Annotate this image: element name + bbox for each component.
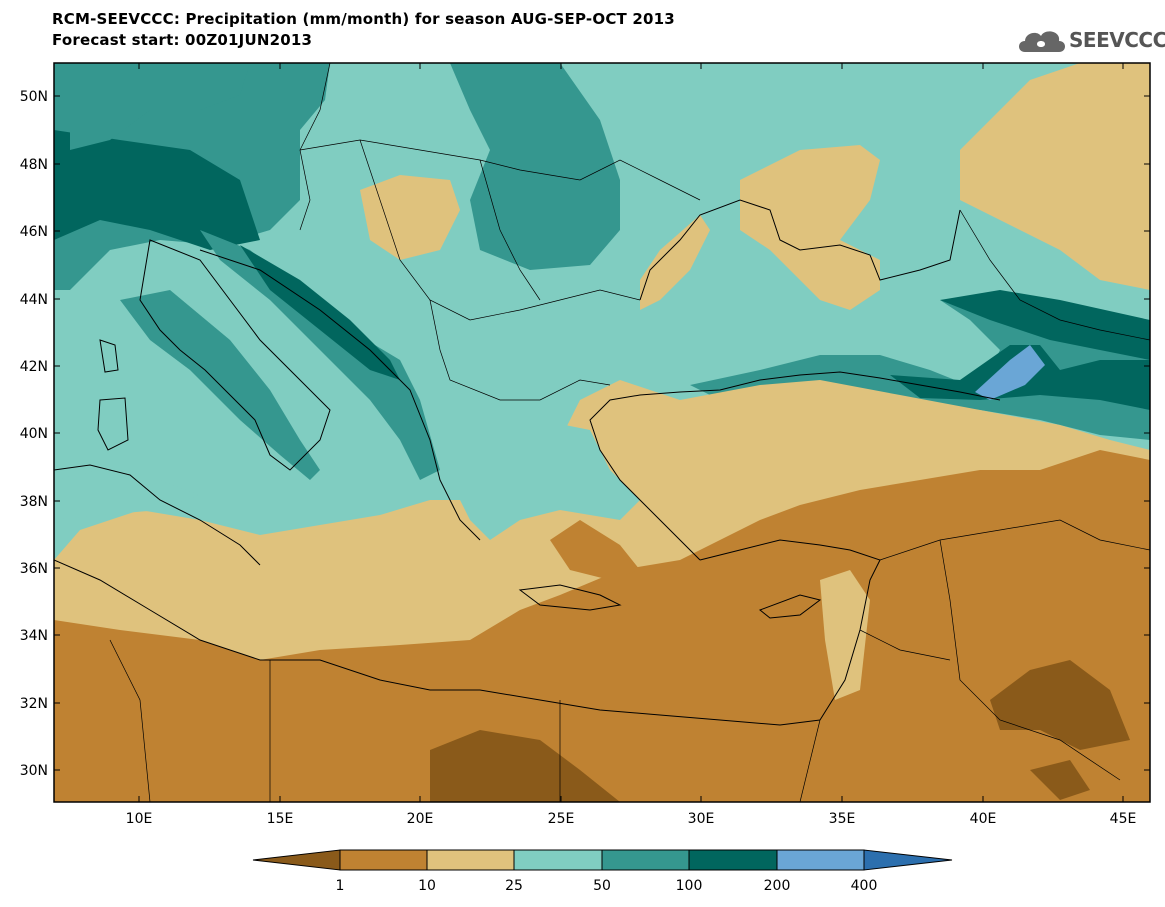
lon-label: 15E bbox=[267, 811, 294, 827]
map-title: RCM-SEEVCCC: Precipitation (mm/month) fo… bbox=[52, 10, 675, 28]
field-10-25-ukraine bbox=[740, 145, 880, 310]
field-1-10-crete bbox=[550, 520, 640, 580]
field-lt1-egypt bbox=[430, 730, 620, 802]
colorbar-segment-25-50 bbox=[513, 849, 603, 871]
lat-label: 34N bbox=[20, 628, 48, 644]
lat-labels: 50N 48N 46N 44N 42N 40N 38N 36N 34N 32N … bbox=[20, 89, 48, 779]
cloud-icon bbox=[1019, 31, 1065, 52]
colorbar-label: 400 bbox=[851, 878, 878, 894]
colorbar-label: 25 bbox=[505, 878, 523, 894]
lat-axis bbox=[54, 95, 1150, 771]
lon-label: 35E bbox=[829, 811, 856, 827]
lon-label: 45E bbox=[1110, 811, 1137, 827]
lon-label: 25E bbox=[548, 811, 575, 827]
colorbar-segment-50-100 bbox=[601, 849, 690, 871]
colorbar-segment-gt400 bbox=[863, 849, 953, 871]
colorbar bbox=[252, 849, 953, 871]
lat-label: 44N bbox=[20, 292, 48, 308]
lat-label: 50N bbox=[20, 89, 48, 105]
lat-label: 36N bbox=[20, 561, 48, 577]
lat-label: 48N bbox=[20, 157, 48, 173]
field-100-200-dinarides bbox=[240, 245, 400, 380]
colorbar-label: 50 bbox=[593, 878, 611, 894]
lat-label: 42N bbox=[20, 359, 48, 375]
colorbar-segment-200-400 bbox=[776, 849, 865, 871]
field-100-200-alps bbox=[54, 130, 260, 250]
lat-label: 32N bbox=[20, 696, 48, 712]
lon-axis bbox=[138, 63, 1124, 802]
field-25-50-aegean bbox=[430, 400, 640, 540]
colorbar-label: 10 bbox=[418, 878, 436, 894]
lat-label: 46N bbox=[20, 224, 48, 240]
field-10-25-levant bbox=[820, 570, 870, 700]
field-25-50-tunisia bbox=[54, 470, 200, 520]
field-10-25-hungary bbox=[360, 175, 460, 260]
field-50-100-north bbox=[70, 63, 250, 150]
field-lt1-iraq bbox=[990, 660, 1130, 750]
colorbar-segment-lt1 bbox=[252, 849, 341, 871]
lon-labels: 10E 15E 20E 25E 30E 35E 40E 45E bbox=[126, 811, 1137, 827]
colorbar-label: 100 bbox=[676, 878, 703, 894]
field-10-25-russia bbox=[960, 63, 1150, 290]
colorbar-segment-10-25 bbox=[426, 849, 515, 871]
colorbar-label: 1 bbox=[336, 878, 345, 894]
seevccc-logo: SEEVCCC bbox=[1015, 22, 1165, 58]
field-50-100-carpathians bbox=[450, 63, 620, 270]
forecast-start-label: Forecast start: 00Z01JUN2013 bbox=[52, 31, 313, 49]
colorbar-labels: 1 10 25 50 100 200 400 bbox=[336, 878, 878, 894]
lat-label: 38N bbox=[20, 494, 48, 510]
field-200-400-caucasus bbox=[975, 345, 1045, 400]
lon-label: 20E bbox=[407, 811, 434, 827]
field-10-25-danube bbox=[640, 215, 710, 310]
map-fields bbox=[54, 63, 1150, 802]
logo-text: SEEVCCC bbox=[1069, 28, 1165, 52]
field-50-100-dinarides bbox=[200, 230, 440, 480]
lat-label: 30N bbox=[20, 763, 48, 779]
lon-label: 10E bbox=[126, 811, 153, 827]
lon-label: 40E bbox=[970, 811, 997, 827]
lat-label: 40N bbox=[20, 426, 48, 442]
colorbar-label: 200 bbox=[764, 878, 791, 894]
colorbar-segment-1-10 bbox=[339, 849, 428, 871]
field-lt1-saudi bbox=[1030, 760, 1090, 800]
lon-label: 30E bbox=[688, 811, 715, 827]
field-1-10-desert bbox=[54, 450, 1150, 802]
field-100-200-caucasus-north bbox=[940, 290, 1150, 360]
colorbar-segment-100-200 bbox=[688, 849, 778, 871]
coastlines bbox=[54, 199, 1001, 726]
borders bbox=[109, 63, 1150, 802]
